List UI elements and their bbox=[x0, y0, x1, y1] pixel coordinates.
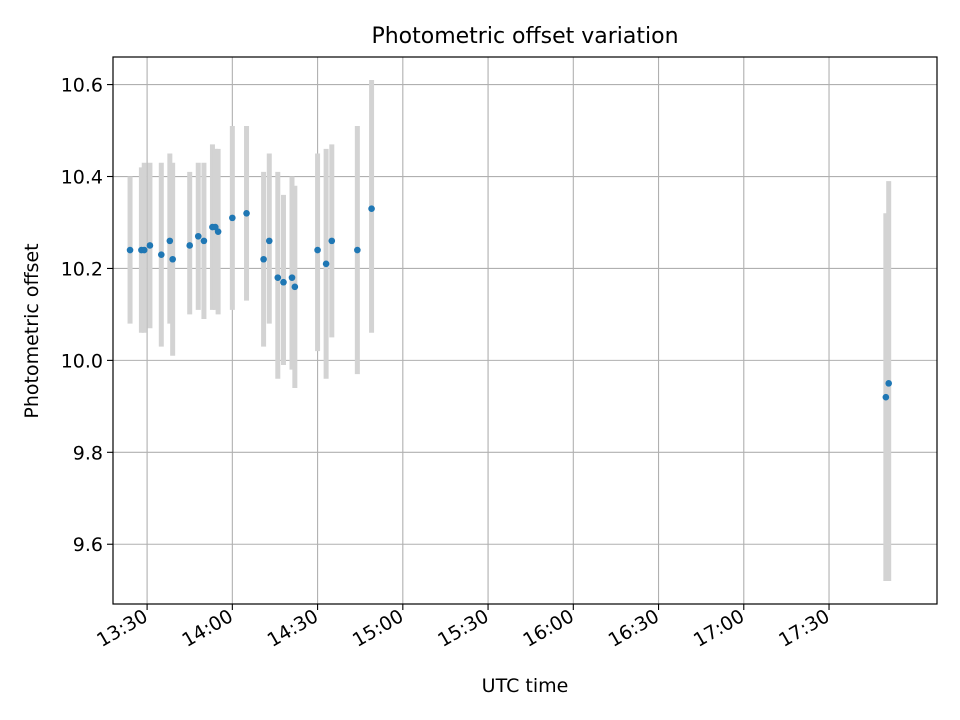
y-tick-label: 10.4 bbox=[61, 167, 103, 189]
y-tick-label: 10.0 bbox=[61, 350, 103, 372]
data-point bbox=[882, 393, 890, 401]
data-point bbox=[126, 246, 134, 254]
data-point bbox=[265, 237, 273, 245]
data-point bbox=[146, 242, 154, 249]
data-point bbox=[169, 255, 176, 263]
data-point bbox=[291, 283, 299, 291]
data-point bbox=[260, 255, 267, 263]
y-axis-label: Photometric offset bbox=[21, 243, 43, 418]
grid bbox=[113, 57, 937, 604]
y-tick-label: 10.2 bbox=[61, 258, 103, 280]
data-point bbox=[186, 242, 194, 249]
data-point bbox=[140, 246, 148, 254]
data-point bbox=[280, 278, 287, 286]
data-point bbox=[194, 232, 202, 240]
data-point bbox=[166, 237, 174, 245]
y-axis-ticks: 9.6 9.8 10.0 10.2 10.4 10.6 bbox=[61, 75, 113, 556]
data-point bbox=[322, 260, 330, 268]
data-point bbox=[354, 246, 361, 254]
data-point bbox=[214, 228, 222, 235]
data-point bbox=[243, 209, 250, 217]
data-point bbox=[368, 205, 375, 212]
data-point bbox=[885, 380, 892, 387]
y-tick-label: 9.8 bbox=[73, 442, 103, 464]
data-points bbox=[126, 205, 892, 401]
data-point bbox=[274, 274, 282, 281]
x-axis-label: UTC time bbox=[482, 675, 569, 697]
data-point bbox=[328, 237, 336, 245]
data-point bbox=[229, 214, 236, 222]
data-point bbox=[314, 246, 321, 254]
data-point bbox=[200, 237, 208, 245]
data-point bbox=[158, 251, 165, 258]
chart-title: Photometric offset variation bbox=[371, 24, 678, 49]
y-tick-label: 9.6 bbox=[73, 534, 103, 556]
plot-frame bbox=[112, 56, 938, 605]
y-tick-label: 10.6 bbox=[61, 75, 103, 97]
data-point bbox=[288, 274, 296, 281]
